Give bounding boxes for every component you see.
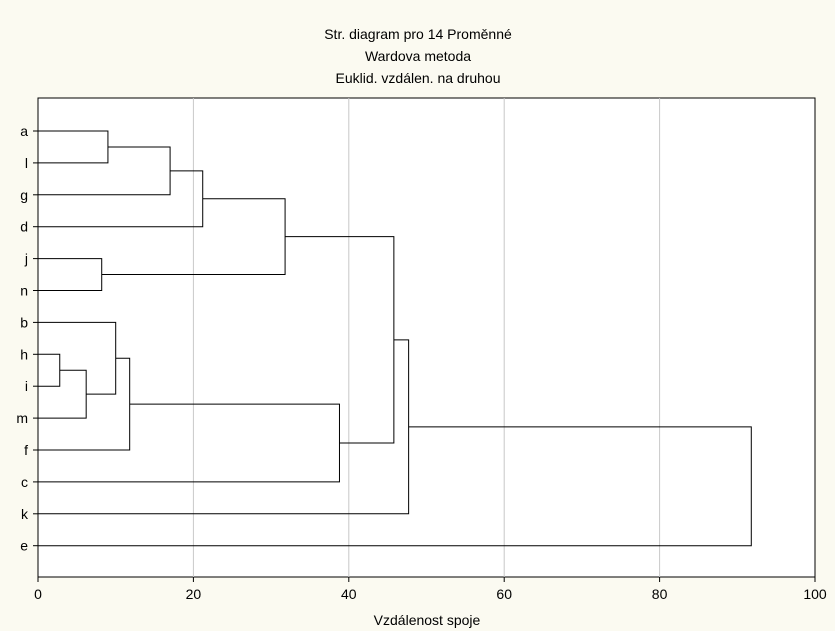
- leaf-label-d: d: [20, 219, 28, 235]
- plot-area: [37, 97, 816, 578]
- x-tick-label: 40: [341, 586, 357, 602]
- leaf-label-i: i: [25, 378, 28, 394]
- chart-title-line-1: Str. diagram pro 14 Proměnné: [324, 26, 512, 42]
- leaf-label-h: h: [20, 346, 28, 362]
- x-tick-labels: 0 20 40 60 80 100: [34, 577, 827, 602]
- leaf-label-b: b: [20, 314, 28, 330]
- x-tick-label: 60: [496, 586, 512, 602]
- x-tick-label: 0: [34, 586, 42, 602]
- leaf-label-c: c: [21, 474, 28, 490]
- leaf-label-a: a: [20, 123, 28, 139]
- dendrogram-link: [38, 426, 752, 547]
- x-tick-label: 100: [803, 586, 827, 602]
- dendrogram-links: [38, 130, 752, 547]
- x-axis-label: Vzdálenost spoje: [374, 612, 481, 628]
- x-tick-label: 80: [652, 586, 668, 602]
- leaf-label-n: n: [20, 283, 28, 299]
- leaf-label-m: m: [16, 410, 28, 426]
- leaf-label-l: l: [25, 155, 28, 171]
- leaf-label-e: e: [20, 538, 28, 554]
- x-tick-label: 20: [186, 586, 202, 602]
- grid-layer: [192, 98, 661, 577]
- leaf-label-g: g: [20, 187, 28, 203]
- leaf-label-k: k: [21, 506, 29, 522]
- chart-title-line-3: Euklid. vzdálen. na druhou: [336, 70, 501, 86]
- chart-title-line-2: Wardova metoda: [365, 48, 471, 64]
- leaf-label-f: f: [24, 442, 28, 458]
- leaf-label-j: j: [24, 251, 28, 267]
